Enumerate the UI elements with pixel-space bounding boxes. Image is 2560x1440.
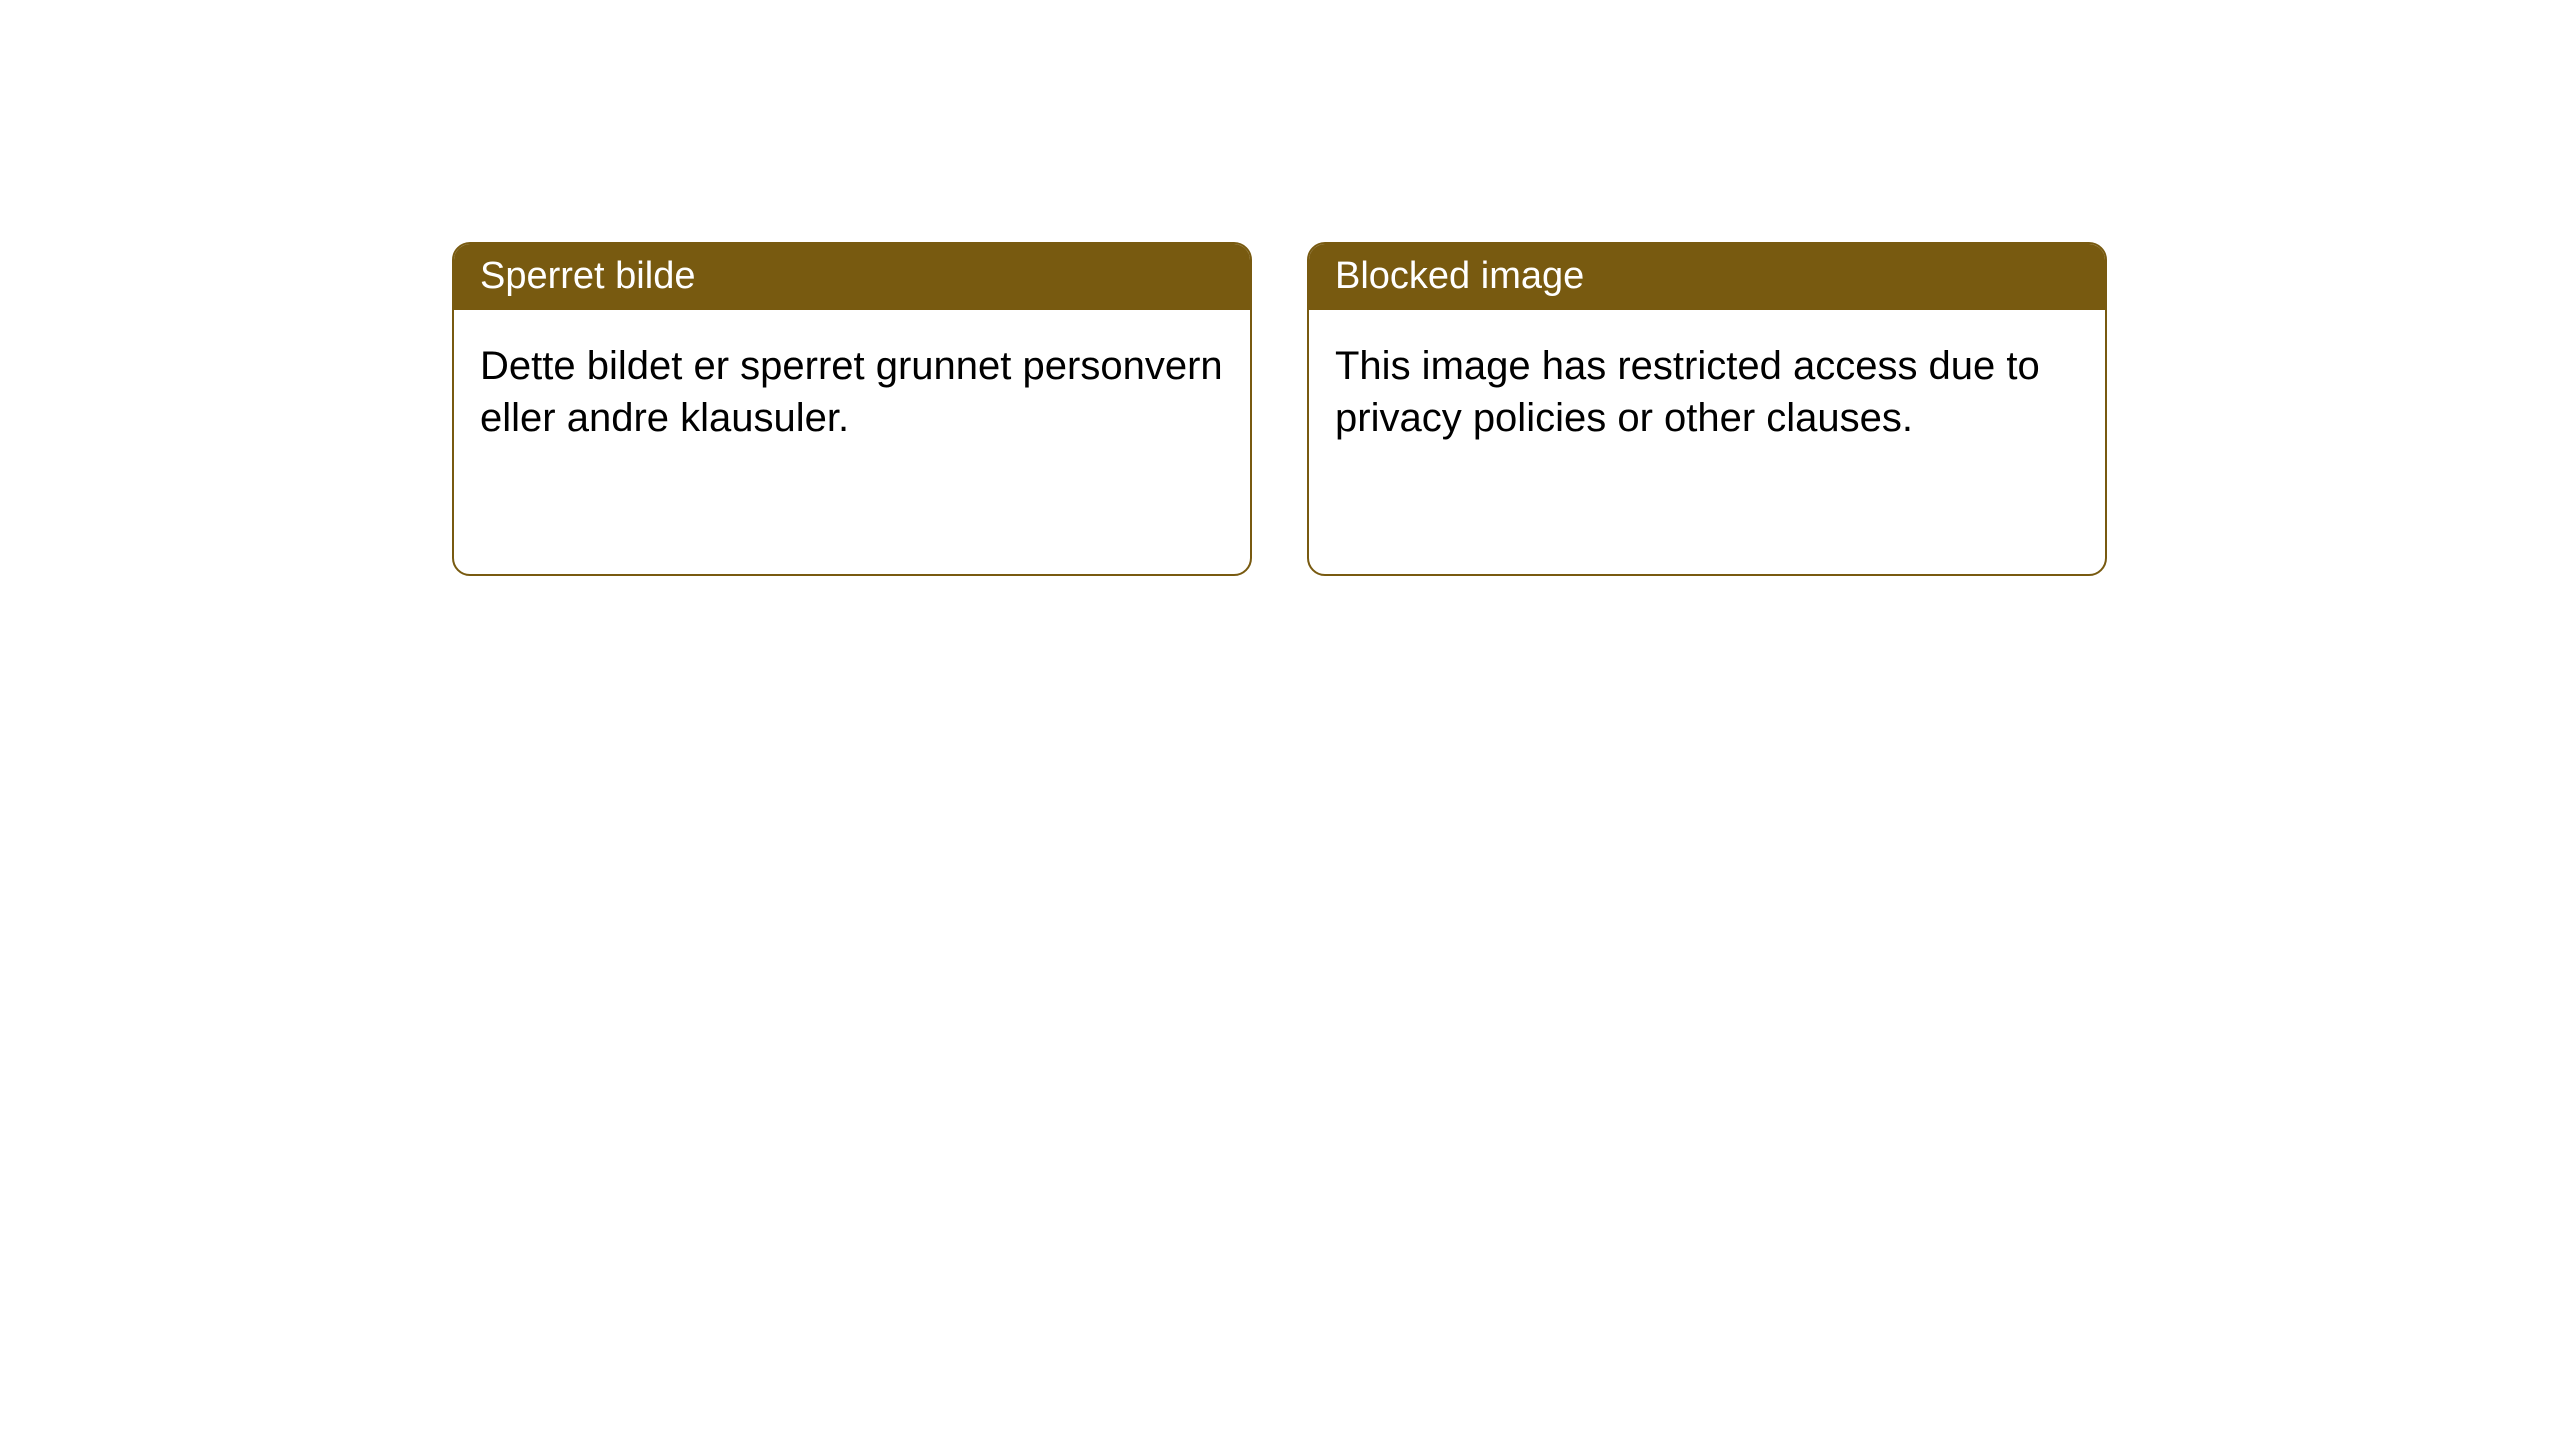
blocked-image-card-nb: Sperret bilde Dette bildet er sperret gr… [452,242,1252,576]
card-body-nb: Dette bildet er sperret grunnet personve… [454,310,1250,474]
blocked-image-card-en: Blocked image This image has restricted … [1307,242,2107,576]
cards-container: Sperret bilde Dette bildet er sperret gr… [452,242,2107,576]
card-header-nb: Sperret bilde [454,244,1250,310]
card-header-en: Blocked image [1309,244,2105,310]
card-body-en: This image has restricted access due to … [1309,310,2105,474]
